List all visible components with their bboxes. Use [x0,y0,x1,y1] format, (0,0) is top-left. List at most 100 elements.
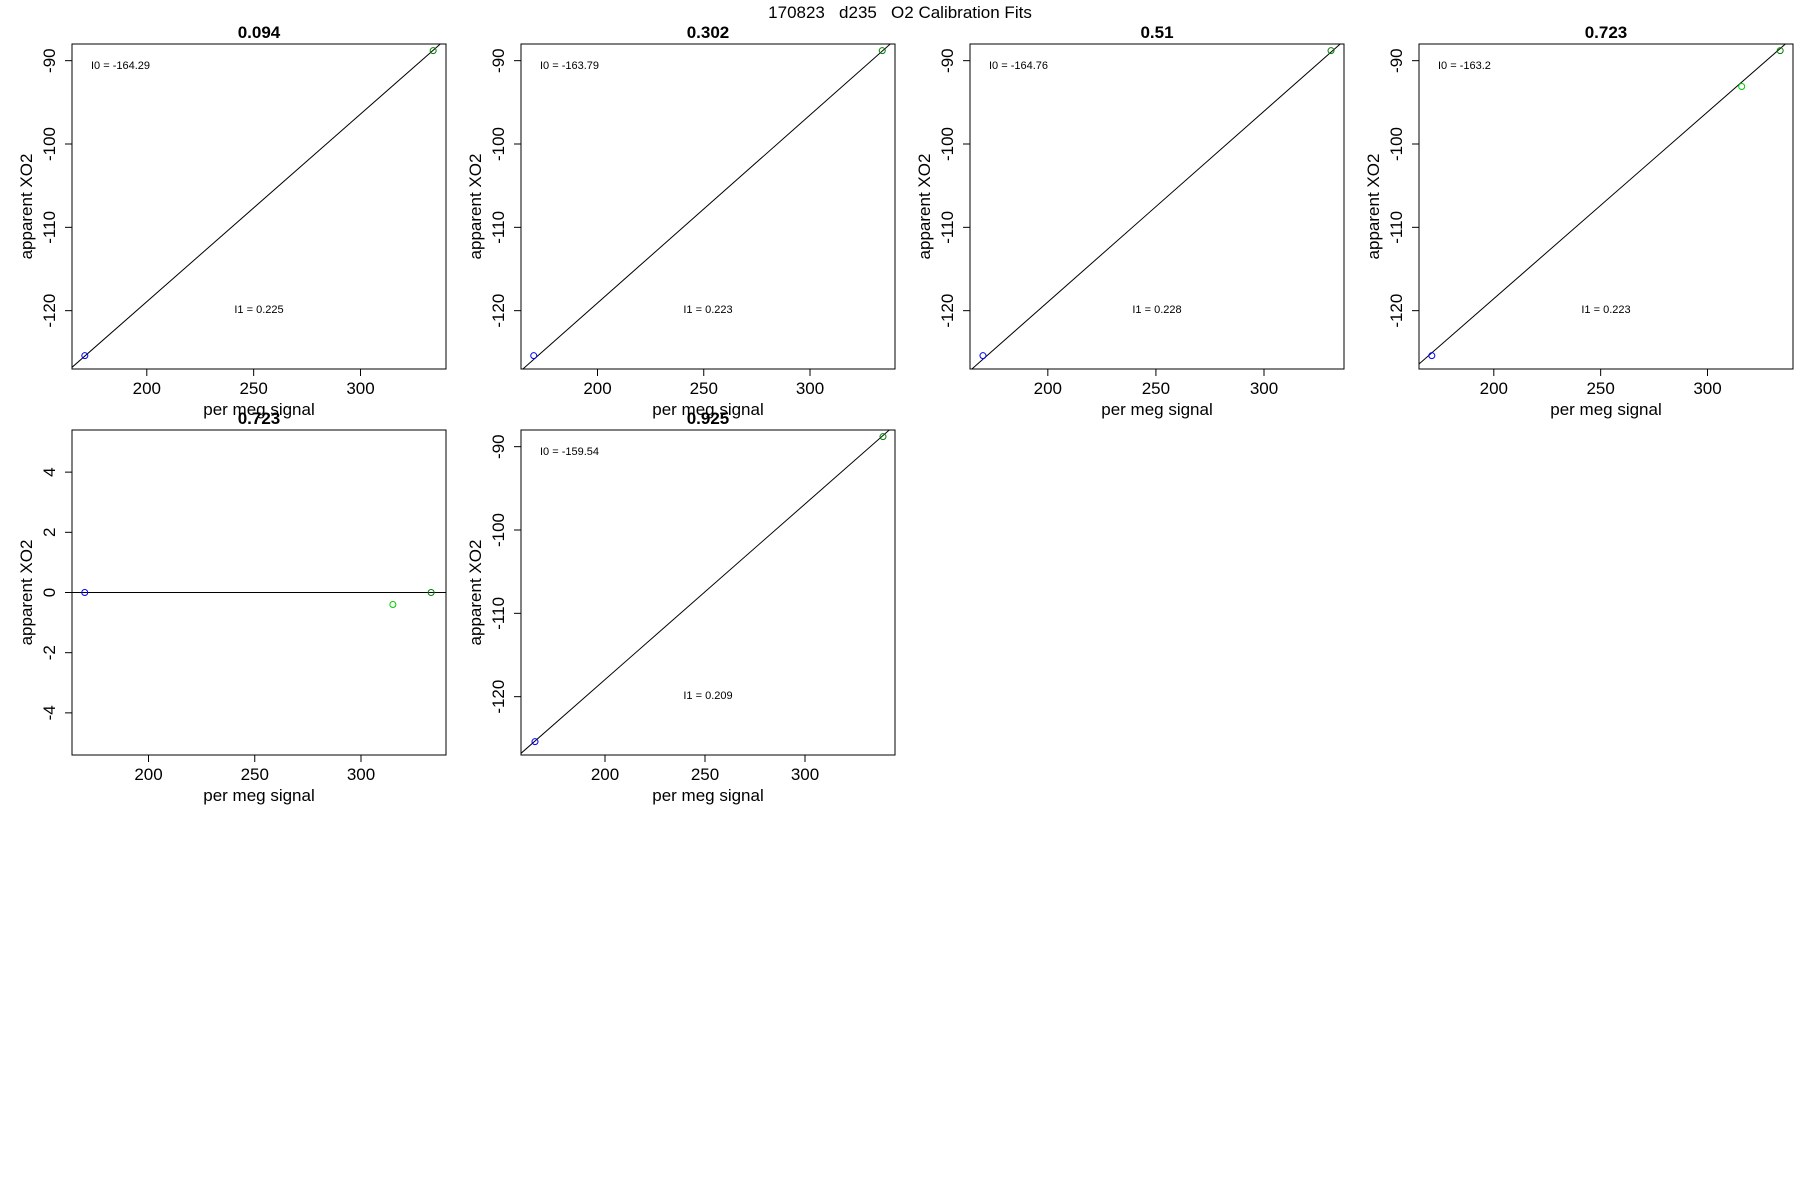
x-tick-label: 300 [1250,379,1278,398]
panel-title: 0.723 [238,409,281,428]
x-axis-label: per meg signal [652,786,764,805]
panel-title: 0.723 [1585,23,1628,42]
y-tick-label: -2 [40,645,59,660]
y-tick-label: -120 [938,294,957,328]
x-tick-label: 200 [133,379,161,398]
y-tick-label: -100 [1387,127,1406,161]
y-tick-label: -4 [40,705,59,720]
y-tick-label: 2 [40,528,59,537]
plot-frame [520,43,896,370]
panel-3: 0.51 200 250 300 per meg signal -120 -110 -100 -… [915,23,1345,419]
data-point [979,352,987,360]
data-point [1428,352,1436,360]
data-point [879,433,887,441]
y-axis-label: apparent XO2 [466,540,485,646]
data-point [81,352,89,360]
data-point [389,601,397,609]
y-axis-label: apparent XO2 [915,154,934,260]
data-point [878,47,886,55]
y-tick-label: -90 [489,434,508,459]
y-tick-label: -90 [489,48,508,73]
x-tick-label: 300 [347,765,375,784]
x-tick-label: 200 [1034,379,1062,398]
slope-annotation: I1 = 0.223 [1581,304,1630,316]
slope-annotation: I1 = 0.228 [1132,304,1181,316]
y-tick-label: -100 [489,513,508,547]
y-tick-label: -110 [489,211,508,244]
y-tick-label: 0 [40,588,59,597]
y-axis-label: apparent XO2 [17,540,36,646]
figure-title: 170823 d235 O2 Calibration Fits [768,3,1032,22]
panel-title: 0.094 [238,23,281,42]
x-tick-label: 300 [796,379,824,398]
intercept-annotation: I0 = -163.79 [540,60,599,72]
x-tick-label: 300 [791,765,819,784]
y-tick-label: 4 [40,467,59,476]
slope-annotation: I1 = 0.223 [683,304,732,316]
x-axis-label: per meg signal [1101,400,1213,419]
panel-1: 0.094 200 250 300 per meg signal -120 -110 -100… [17,23,447,419]
panel-4: 0.723 200 250 300 per meg signal -120 -110 -100… [1364,23,1794,419]
y-tick-label: -120 [489,680,508,714]
panel-6: 0.925 200 250 300 per meg signal -120 -110 -100… [466,409,896,805]
x-tick-label: 250 [691,765,719,784]
y-tick-label: -120 [489,294,508,328]
y-axis-label: apparent XO2 [466,154,485,260]
y-tick-label: -100 [489,127,508,161]
x-tick-label: 300 [346,379,374,398]
fit-line [521,430,891,754]
plot-frame [969,43,1345,370]
data-point [427,589,435,596]
x-tick-label: 200 [1480,379,1508,398]
y-tick-label: -100 [40,127,59,161]
y-tick-label: -100 [938,127,957,161]
intercept-annotation: I0 = -159.54 [540,446,599,458]
panel-title: 0.302 [687,23,730,42]
x-tick-label: 250 [690,379,718,398]
fit-line [72,44,442,368]
y-tick-label: -120 [1387,294,1406,328]
y-tick-label: -110 [40,211,59,244]
fit-line [971,44,1341,369]
fit-line [522,44,892,369]
y-axis-label: apparent XO2 [17,154,36,260]
data-point [1738,83,1746,90]
data-point [429,47,437,55]
panel-title: 0.51 [1140,23,1173,42]
y-tick-label: -90 [40,48,59,73]
x-tick-label: 250 [239,379,267,398]
data-point [1776,47,1784,55]
x-tick-label: 250 [1142,379,1170,398]
slope-annotation: I1 = 0.209 [683,690,732,702]
y-tick-label: -110 [938,211,957,244]
panel-5: 0.723 200 250 300 per meg signal -4 -2 0 2 4 appar… [17,409,447,805]
y-tick-label: -90 [938,48,957,73]
x-tick-label: 200 [134,765,162,784]
slope-annotation: I1 = 0.225 [234,304,283,316]
panel-title: 0.925 [687,409,730,428]
x-axis-label: per meg signal [652,400,764,419]
intercept-annotation: I0 = -164.76 [989,60,1048,72]
intercept-annotation: I0 = -163.2 [1438,60,1491,72]
y-tick-label: -110 [489,597,508,630]
fit-line [1419,44,1787,365]
x-tick-label: 300 [1693,379,1721,398]
y-tick-label: -120 [40,294,59,328]
plot-frame [520,429,896,756]
x-tick-label: 200 [591,765,619,784]
data-point [530,352,538,360]
x-tick-label: 200 [583,379,611,398]
plot-frame [71,43,447,370]
data-point [1327,47,1335,55]
x-axis-label: per meg signal [203,786,315,805]
x-tick-label: 250 [241,765,269,784]
panel-grid: 0.094 200 250 300 per meg signal -120 -110 -100… [17,23,1794,805]
data-point [531,738,539,746]
data-point [81,589,89,596]
x-tick-label: 250 [1586,379,1614,398]
intercept-annotation: I0 = -164.29 [91,60,150,72]
x-axis-label: per meg signal [203,400,315,419]
panel-2: 0.302 200 250 300 per meg signal -120 -110 -100… [466,23,896,419]
plot-frame [1418,43,1794,370]
